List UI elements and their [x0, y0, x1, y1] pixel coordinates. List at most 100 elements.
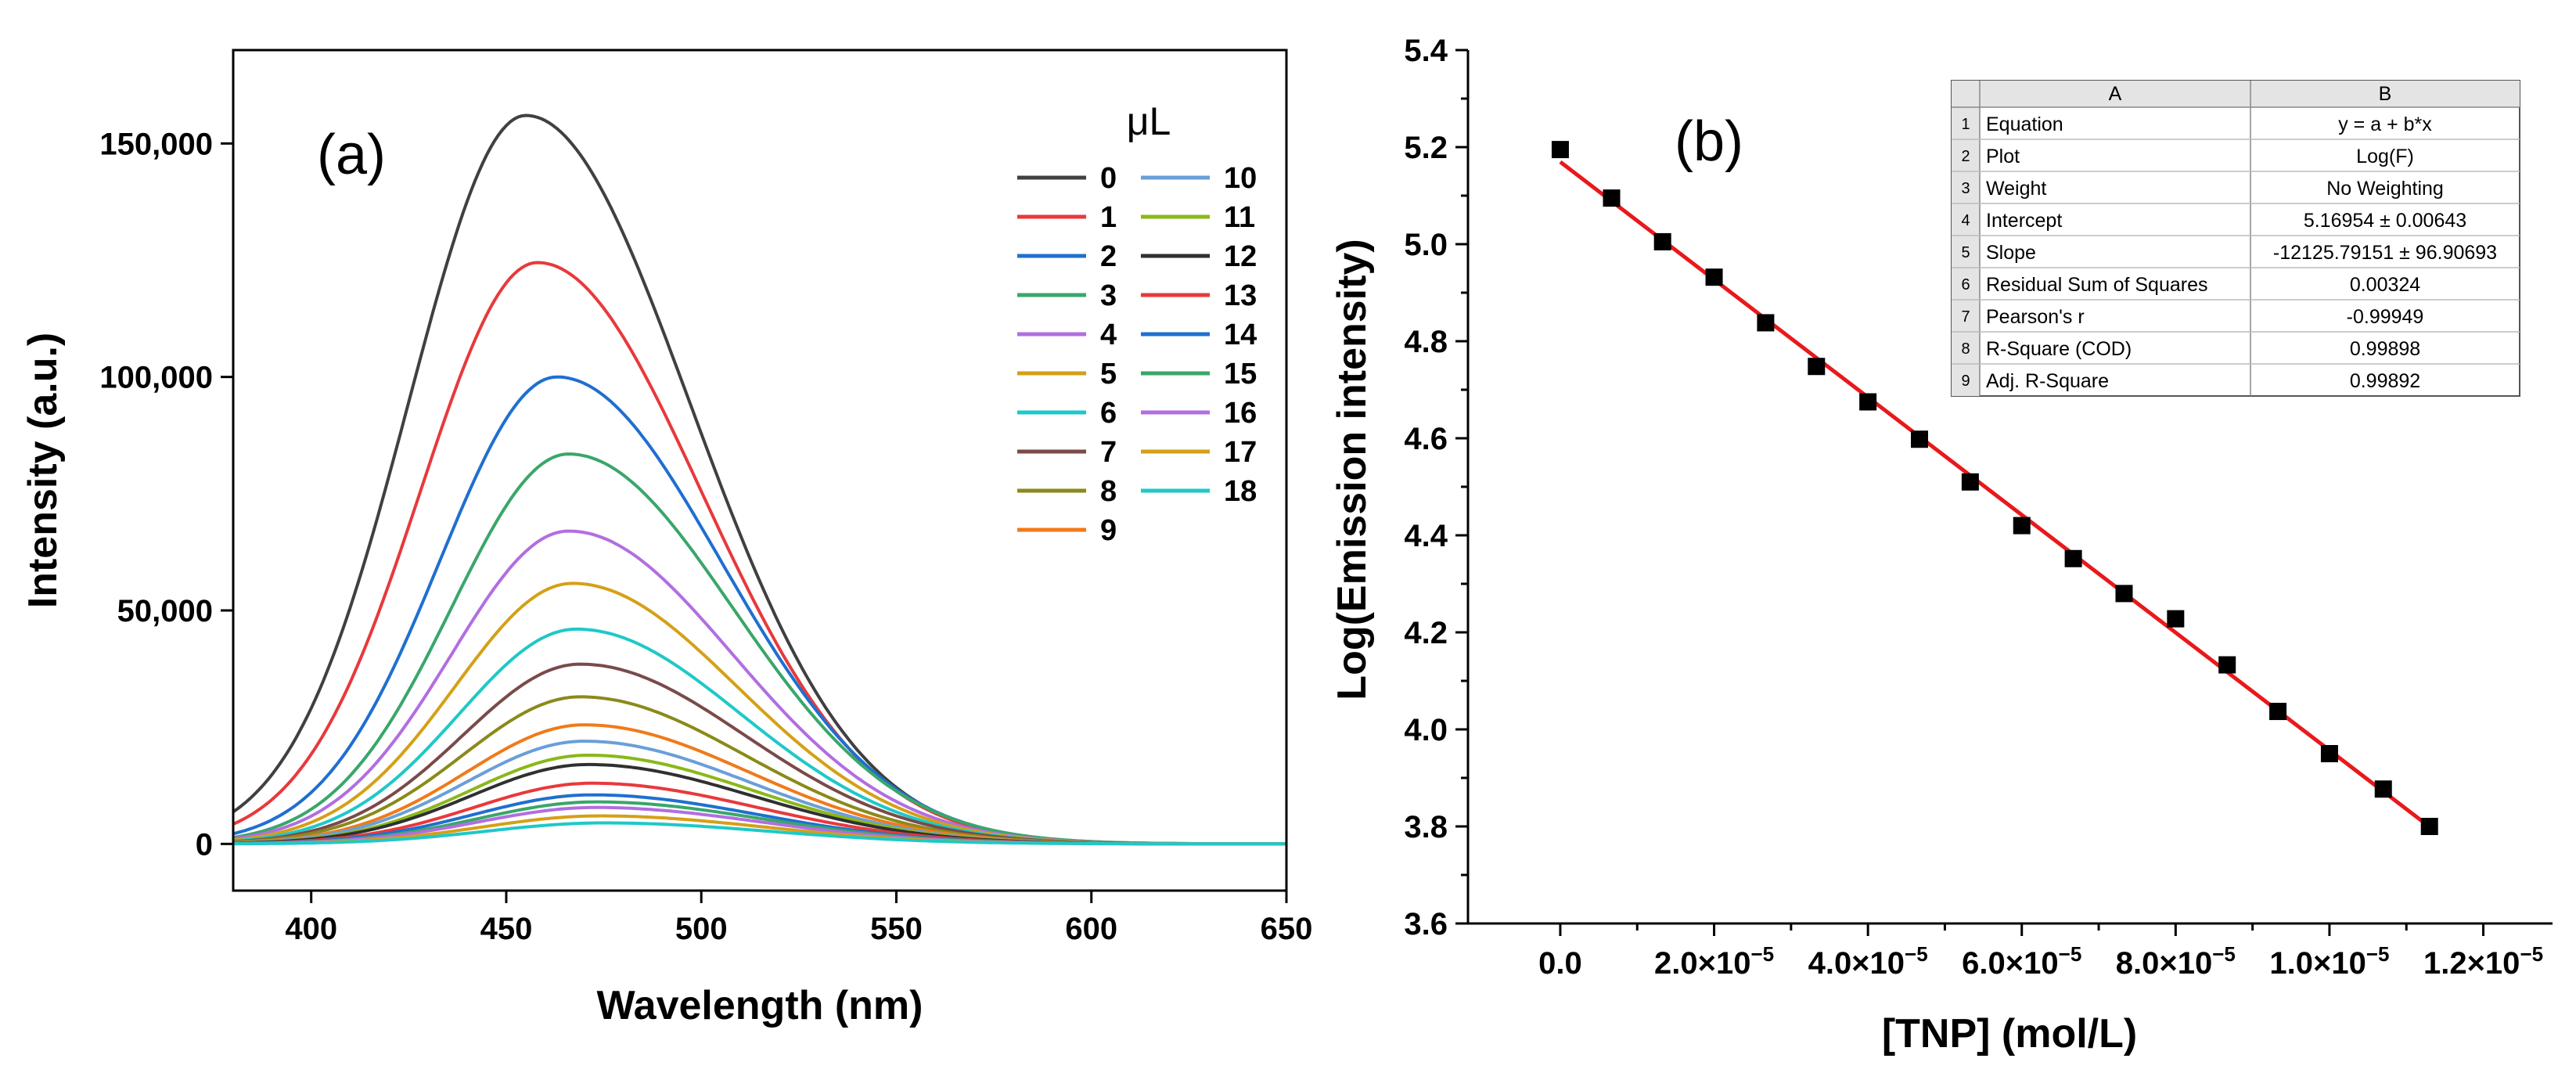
b-x-tick-mantissa-5: 1.0×10 — [2269, 946, 2366, 981]
y-tick-label-0: 0 — [196, 827, 213, 862]
data-point-14 — [2218, 656, 2236, 674]
panel-a-curves — [232, 113, 1286, 846]
b-x-tick-mantissa-4: 8.0×10 — [2116, 946, 2212, 981]
table-rownum-bg — [1952, 81, 1980, 396]
table-row-value-2: Log(F) — [2356, 146, 2414, 167]
table-row-value-6: 0.00324 — [2350, 274, 2420, 296]
table-row-number-9: 9 — [1961, 373, 1970, 390]
panel-b-y-ticks: 3.6 3.8 4.0 4.2 4.4 4.6 4.8 5.0 5.2 5.4 — [1404, 34, 1468, 941]
table-row-number-2: 2 — [1961, 148, 1970, 165]
b-y-tick-label-6: 4.8 — [1404, 325, 1448, 359]
data-point-5 — [1757, 314, 1775, 332]
panel-a-emission-spectra: 400 450 500 550 600 650 050,000100,000150,000… — [20, 49, 1312, 1028]
x-tick-label-400: 400 — [285, 912, 337, 946]
legend-label-14: 14 — [1224, 319, 1257, 351]
b-x-tick-label-5: 1.0×10−5 — [2269, 942, 2389, 981]
legend-label-0: 0 — [1100, 162, 1117, 195]
b-x-tick-mantissa-1: 2.0×10 — [1654, 946, 1750, 981]
b-x-tick-exponent-2: −5 — [1905, 942, 1928, 966]
b-x-tick-exponent-3: −5 — [2059, 942, 2082, 966]
data-point-2 — [1603, 189, 1621, 207]
data-point-8 — [1911, 430, 1929, 448]
b-y-tick-label-4: 4.4 — [1404, 519, 1448, 553]
panel-b-data-points — [1551, 141, 2438, 835]
b-y-tick-label-3: 4.2 — [1404, 616, 1448, 650]
table-row-label-1: Equation — [1986, 113, 2063, 135]
table-row-value-3: No Weighting — [2326, 178, 2444, 200]
b-y-tick-label-7: 5.0 — [1404, 228, 1448, 262]
legend-label-8: 8 — [1100, 475, 1117, 508]
data-point-12 — [2115, 585, 2133, 603]
data-point-11 — [2064, 549, 2082, 567]
table-frame — [1951, 80, 2520, 397]
x-tick-label-550: 550 — [870, 912, 923, 946]
table-row-number-1: 1 — [1961, 116, 1970, 133]
legend-label-5: 5 — [1100, 358, 1117, 391]
legend-label-4: 4 — [1100, 319, 1117, 351]
data-point-6 — [1808, 358, 1826, 376]
legend-label-3: 3 — [1100, 279, 1117, 312]
table-row-value-1: y = a + b*x — [2338, 113, 2432, 135]
legend-label-1: 1 — [1100, 201, 1117, 234]
table-row-number-8: 8 — [1961, 340, 1970, 358]
table-row-number-7: 7 — [1961, 308, 1970, 326]
data-point-1 — [1551, 141, 1569, 159]
table-row-value-7: -0.99949 — [2347, 306, 2424, 328]
panel-a-y-ticks: 0 50,000 100,000 150,000 — [99, 127, 233, 862]
panel-a-x-ticks: 400 450 500 550 600 650 — [285, 891, 1312, 946]
table-row-label-5: Slope — [1986, 242, 2036, 264]
b-x-tick-exponent-1: −5 — [1750, 942, 1774, 966]
table-header-b: B — [2379, 83, 2392, 105]
panel-a-x-axis-label: Wavelength (nm) — [597, 983, 923, 1028]
b-x-tick-label-0: 0.0 — [1538, 946, 1582, 981]
x-tick-label-600: 600 — [1065, 912, 1117, 946]
panel-a-y-axis-label: Intensity (a.u.) — [20, 333, 66, 608]
b-x-tick-exponent-5: −5 — [2366, 942, 2390, 966]
table-row-number-6: 6 — [1961, 276, 1970, 293]
table-row-value-8: 0.99898 — [2350, 338, 2420, 360]
b-y-tick-label-5: 4.6 — [1404, 422, 1448, 456]
data-point-18 — [2420, 818, 2438, 835]
data-point-9 — [1961, 473, 1979, 491]
data-point-16 — [2320, 745, 2338, 762]
b-x-tick-exponent-4: −5 — [2212, 942, 2236, 966]
legend-label-7: 7 — [1100, 436, 1117, 469]
table-row-value-5: -12125.79151 ± 96.90693 — [2273, 242, 2497, 264]
table-row-label-3: Weight — [1986, 178, 2046, 200]
legend-label-16: 16 — [1224, 397, 1257, 430]
table-row-value-4: 5.16954 ± 0.00643 — [2304, 210, 2466, 232]
y-tick-label-150000: 150,000 — [99, 127, 213, 161]
data-point-7 — [1859, 393, 1877, 411]
legend-label-10: 10 — [1224, 162, 1257, 195]
table-header-a: A — [2109, 83, 2122, 105]
data-point-10 — [2013, 517, 2031, 535]
table-row-label-2: Plot — [1986, 146, 2020, 167]
b-x-tick-label-6: 1.2×10−5 — [2423, 942, 2543, 981]
panel-a-label: (a) — [317, 124, 386, 186]
legend-label-15: 15 — [1224, 358, 1257, 391]
legend-label-13: 13 — [1224, 279, 1257, 312]
b-y-tick-label-1: 3.8 — [1404, 810, 1448, 844]
legend-label-11: 11 — [1224, 201, 1255, 234]
panel-b-label: (b) — [1675, 110, 1743, 173]
panel-a-frame — [232, 49, 1288, 892]
x-tick-label-500: 500 — [675, 912, 728, 946]
table-row-label-8: R-Square (COD) — [1986, 338, 2132, 360]
x-tick-label-650: 650 — [1261, 912, 1313, 946]
table-row-value-9: 0.99892 — [2350, 370, 2420, 392]
b-x-tick-mantissa-0: 0.0 — [1538, 946, 1582, 981]
fit-results-table: A B 1 Equation y = a + b*x 2 Plot Log(F) 3 Weight… — [1951, 80, 2520, 397]
table-row-label-7: Pearson's r — [1986, 306, 2085, 328]
b-x-tick-label-2: 4.0×10−5 — [1808, 942, 1928, 981]
b-x-tick-mantissa-3: 6.0×10 — [1962, 946, 2058, 981]
x-tick-label-450: 450 — [480, 912, 533, 946]
legend-label-17: 17 — [1224, 436, 1257, 469]
data-point-13 — [2167, 610, 2185, 628]
table-row-number-5: 5 — [1961, 244, 1970, 261]
legend-label-18: 18 — [1224, 475, 1257, 508]
data-point-15 — [2269, 703, 2287, 721]
b-x-tick-label-3: 6.0×10−5 — [1962, 942, 2081, 981]
panel-b-x-axis-label: [TNP] (mol/L) — [1882, 1011, 2137, 1057]
